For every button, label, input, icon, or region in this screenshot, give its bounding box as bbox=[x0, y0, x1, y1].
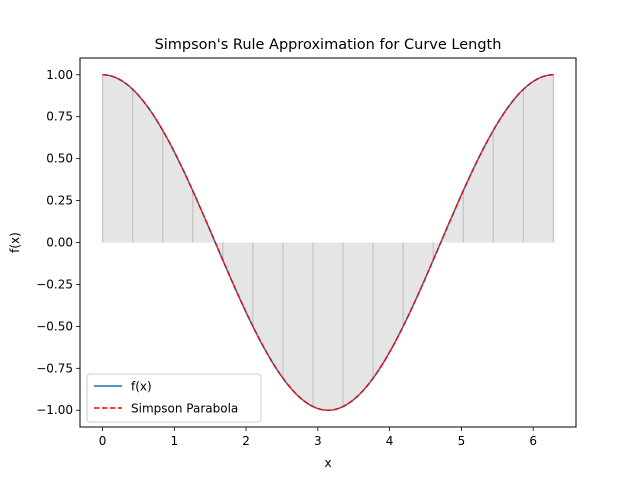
legend-entry-f-x: f(x) bbox=[131, 380, 152, 394]
legend: f(x) Simpson Parabola bbox=[86, 373, 262, 423]
chart-title: Simpson's Rule Approximation for Curve L… bbox=[155, 37, 502, 53]
x-axis-label: x bbox=[324, 456, 331, 470]
y-tick-label: 0.00 bbox=[46, 236, 73, 250]
interval-lines bbox=[101, 74, 555, 407]
y-tick-label: −0.75 bbox=[36, 361, 73, 375]
y-tick-label: −0.50 bbox=[36, 319, 73, 333]
y-tick-label: 0.50 bbox=[46, 152, 73, 166]
x-axis-ticks: 0 1 2 3 4 5 6 bbox=[99, 427, 537, 448]
y-tick-label: −0.25 bbox=[36, 277, 73, 291]
y-axis-label: f(x) bbox=[8, 232, 22, 253]
x-tick-label: 0 bbox=[99, 434, 107, 448]
y-tick-label: −1.00 bbox=[36, 403, 73, 417]
x-tick-label: 5 bbox=[458, 434, 466, 448]
y-tick-label: 1.00 bbox=[46, 68, 73, 82]
legend-entry-simpson-parabola: Simpson Parabola bbox=[131, 402, 238, 416]
simpson-fill-area bbox=[102, 74, 554, 411]
series-lines bbox=[102, 74, 554, 411]
x-tick-label: 6 bbox=[529, 434, 537, 448]
area-fill bbox=[102, 74, 554, 411]
x-tick-label: 3 bbox=[314, 434, 322, 448]
x-tick-label: 2 bbox=[242, 434, 250, 448]
y-axis-ticks: −1.00 −0.75 −0.50 −0.25 0.00 0.25 0.50 0.75 1.00 bbox=[36, 68, 80, 417]
y-tick-label: 0.25 bbox=[46, 194, 73, 208]
y-tick-label: 0.75 bbox=[46, 110, 73, 124]
legend-box bbox=[86, 373, 262, 423]
x-tick-label: 1 bbox=[170, 434, 178, 448]
series-line-simpson-parabola bbox=[102, 74, 554, 411]
x-tick-label: 4 bbox=[386, 434, 394, 448]
